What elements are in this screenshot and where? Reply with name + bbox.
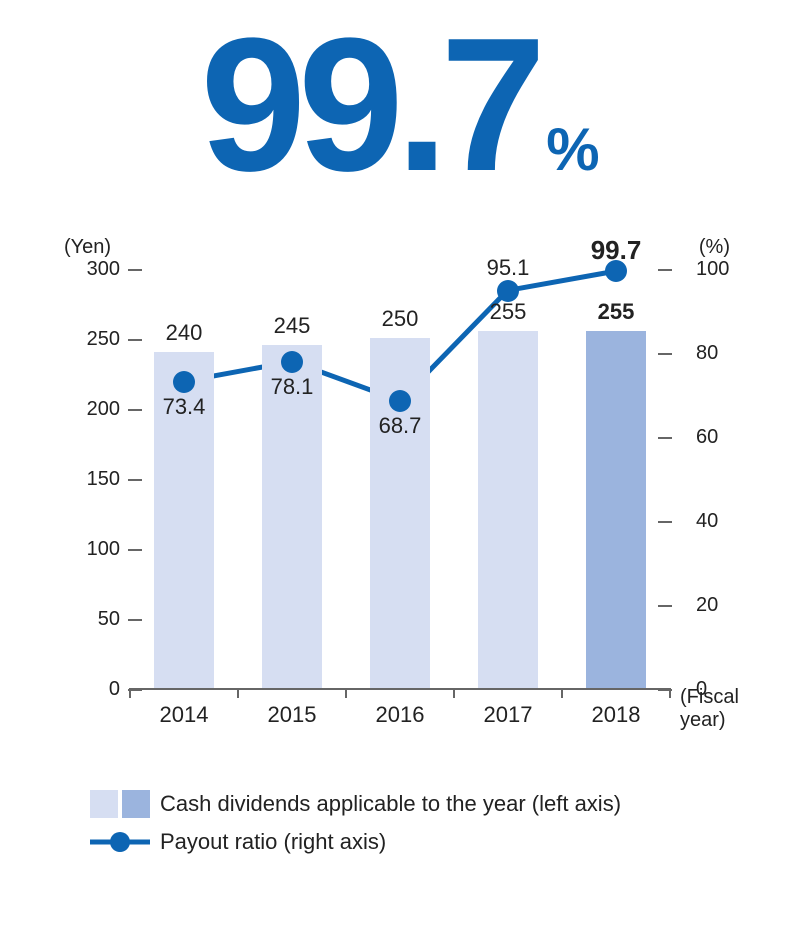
xtick-label: 2014: [160, 702, 209, 728]
tick-mark: [128, 619, 142, 621]
xtick-mark: [345, 688, 347, 698]
tick-mark: [658, 521, 672, 523]
plot-area: 2402014245201525020162552017255201873.47…: [130, 270, 670, 690]
ytick-right: 0: [696, 678, 756, 701]
ytick-left: 50: [60, 608, 120, 631]
tick-mark: [658, 689, 672, 691]
tick-mark: [128, 339, 142, 341]
tick-mark: [658, 437, 672, 439]
legend-swatch-dark: [122, 790, 150, 818]
y-right-label: (%): [699, 236, 730, 259]
legend: Cash dividends applicable to the year (l…: [90, 790, 800, 856]
ytick-right: 80: [696, 342, 756, 365]
tick-mark: [128, 269, 142, 271]
bar-label: 255: [490, 299, 527, 325]
bar: [586, 331, 646, 688]
tick-mark: [128, 549, 142, 551]
xtick-label: 2016: [376, 702, 425, 728]
tick-mark: [128, 409, 142, 411]
ytick-right: 20: [696, 594, 756, 617]
ytick-left: 150: [60, 468, 120, 491]
y-left-label: (Yen): [64, 236, 111, 259]
line-label: 78.1: [271, 374, 314, 400]
xtick-label: 2018: [592, 702, 641, 728]
legend-swatch-light: [90, 790, 118, 818]
line-label: 68.7: [379, 413, 422, 439]
tick-mark: [658, 269, 672, 271]
ytick-right: 60: [696, 426, 756, 449]
xtick-label: 2017: [484, 702, 533, 728]
ytick-right: 100: [696, 258, 756, 281]
tick-mark: [658, 353, 672, 355]
legend-bars-text: Cash dividends applicable to the year (l…: [160, 791, 621, 817]
tick-mark: [128, 479, 142, 481]
ytick-left: 250: [60, 328, 120, 351]
xtick-label: 2015: [268, 702, 317, 728]
ytick-left: 200: [60, 398, 120, 421]
ytick-left: 100: [60, 538, 120, 561]
headline-value: 99.7: [200, 10, 538, 200]
bar: [478, 331, 538, 688]
ytick-left: 300: [60, 258, 120, 281]
xtick-mark: [237, 688, 239, 698]
line-marker: [497, 280, 519, 302]
bar-label: 250: [382, 306, 419, 332]
chart: (Yen) (%) 240201424520152502016255201725…: [40, 230, 760, 750]
legend-bars: Cash dividends applicable to the year (l…: [90, 790, 800, 818]
legend-line: Payout ratio (right axis): [90, 828, 800, 856]
tick-mark: [128, 689, 142, 691]
ytick-left: 0: [60, 678, 120, 701]
tick-mark: [658, 605, 672, 607]
line-marker: [389, 390, 411, 412]
legend-line-text: Payout ratio (right axis): [160, 829, 386, 855]
xtick-mark: [561, 688, 563, 698]
headline-unit: %: [546, 116, 599, 183]
line-marker: [281, 351, 303, 373]
legend-line-swatch: [90, 828, 150, 856]
xtick-mark: [453, 688, 455, 698]
bar-label: 240: [166, 320, 203, 346]
line-marker: [173, 371, 195, 393]
legend-line-dot: [110, 832, 130, 852]
bar-label: 255: [598, 299, 635, 325]
line-label: 95.1: [487, 255, 530, 281]
bar-label: 245: [274, 313, 311, 339]
ytick-right: 40: [696, 510, 756, 533]
line-label: 73.4: [163, 394, 206, 420]
line-label: 99.7: [591, 235, 642, 266]
headline: 99.7%: [0, 0, 800, 200]
